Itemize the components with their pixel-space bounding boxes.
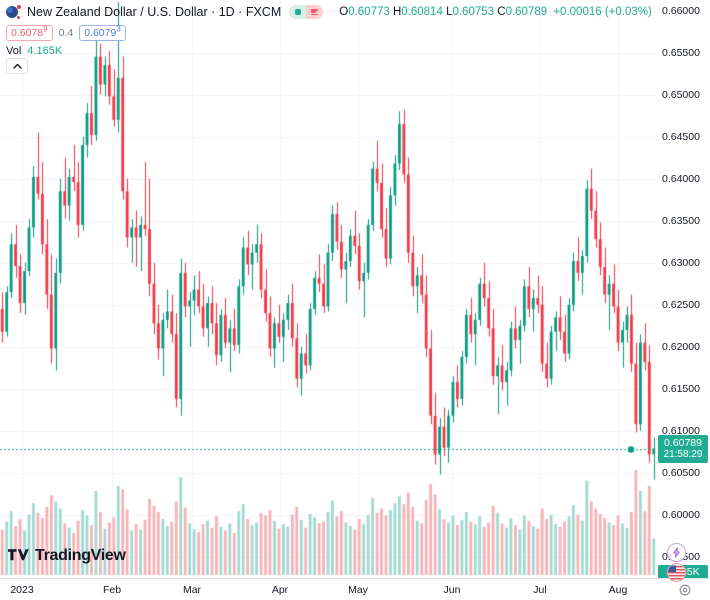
time-axis-tick: Jul xyxy=(533,584,547,596)
price-axis-tick: 0.62500 xyxy=(662,298,700,311)
chevron-up-icon xyxy=(12,63,22,69)
gear-icon xyxy=(679,584,691,596)
price-axis-tick: 0.64500 xyxy=(662,130,700,143)
price-axis-tick: 0.63500 xyxy=(662,214,700,227)
price-axis-tick: 0.66000 xyxy=(662,4,700,17)
alert-button[interactable] xyxy=(667,543,686,562)
time-axis-tick: 2023 xyxy=(10,584,34,596)
time-axis-tick: Apr xyxy=(271,584,289,596)
chart-plot-area[interactable] xyxy=(0,0,656,578)
price-axis-tick: 0.64000 xyxy=(662,172,700,185)
watermark-text: TradingView xyxy=(35,547,126,564)
time-axis-tick: May xyxy=(348,584,368,596)
time-axis[interactable]: 2023 Feb Mar Apr May Jun Jul Aug xyxy=(0,578,710,600)
price-axis-tick: 0.65500 xyxy=(662,46,700,59)
session-flag-button[interactable] xyxy=(667,563,686,582)
collapse-pane-button[interactable] xyxy=(6,58,28,74)
tradingview-logo-icon xyxy=(8,549,29,561)
time-axis-tick: Jun xyxy=(443,584,461,596)
price-axis-tick: 0.60500 xyxy=(662,466,700,479)
last-price-value: 0.60789 xyxy=(664,436,702,449)
chart-settings-button[interactable] xyxy=(678,583,692,597)
bar-countdown: 21:58:29 xyxy=(663,448,703,460)
last-price-badge: 0.60789 21:58:29 xyxy=(658,434,708,463)
price-axis-tick: 0.61000 xyxy=(662,424,700,437)
us-flag-icon xyxy=(668,564,685,581)
price-axis-tick: 0.63000 xyxy=(662,256,700,269)
last-price-line xyxy=(0,0,656,578)
tradingview-watermark: TradingView xyxy=(8,547,126,565)
price-axis[interactable]: 0.60789 21:58:29 4.165K 0.660000.655000.… xyxy=(656,0,710,579)
time-axis-tick: Mar xyxy=(182,584,202,596)
lightning-bolt-icon xyxy=(673,547,680,558)
price-axis-tick: 0.61500 xyxy=(662,382,700,395)
price-axis-tick: 0.62000 xyxy=(662,340,700,353)
price-axis-tick: 0.65000 xyxy=(662,88,700,101)
price-axis-tick: 0.60000 xyxy=(662,508,700,521)
time-axis-tick: Aug xyxy=(608,584,628,596)
time-axis-tick: Feb xyxy=(102,584,122,596)
